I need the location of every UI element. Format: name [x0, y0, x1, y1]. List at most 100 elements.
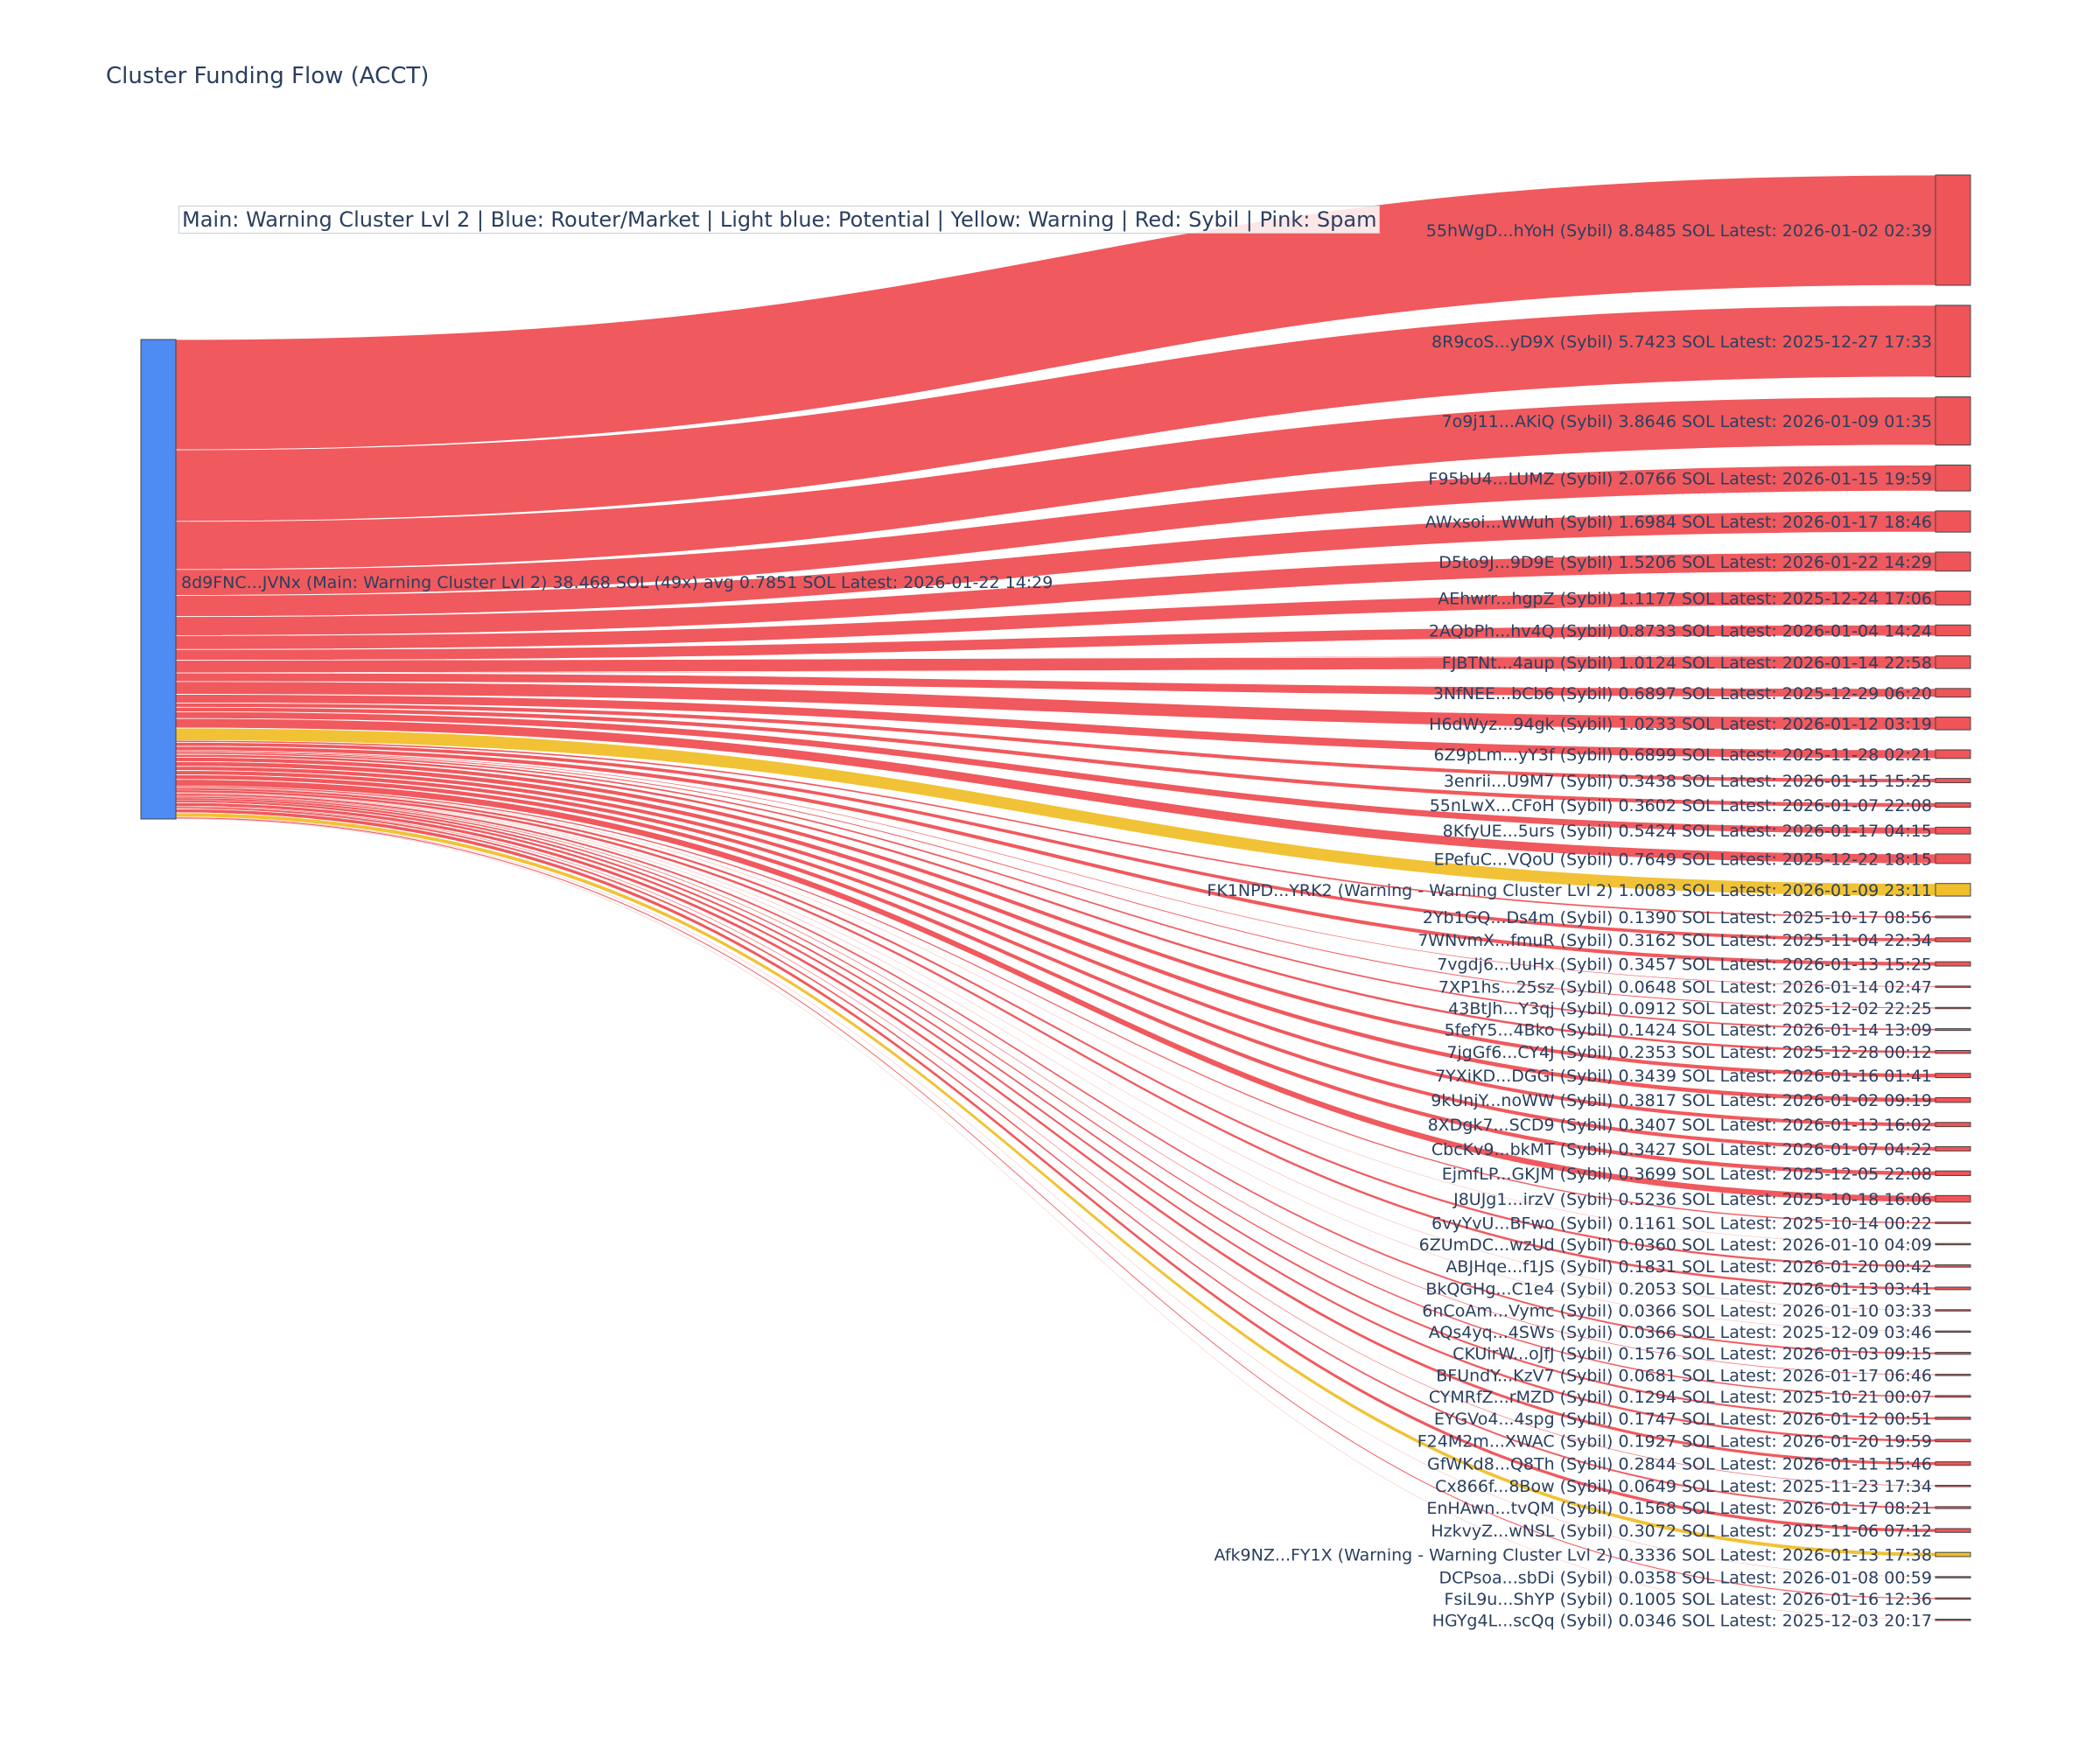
sankey-target-node[interactable]: [1935, 853, 1971, 864]
sankey-target-label: H6dWyz...94gk (Sybil) 1.0233 SOL Latest:…: [1429, 715, 1932, 734]
sankey-target-node[interactable]: [1935, 1122, 1971, 1128]
sankey-target-label: 7jgGf6...CY4J (Sybil) 0.2353 SOL Latest:…: [1446, 1043, 1932, 1062]
sankey-target-node[interactable]: [1935, 551, 1971, 572]
sankey-target-label: 55nLwX...CFoH (Sybil) 0.3602 SOL Latest:…: [1430, 796, 1932, 816]
sankey-target-label: 9kUnjY...noWW (Sybil) 0.3817 SOL Latest:…: [1431, 1091, 1932, 1110]
sankey-target-label: 6nCoAm...Vymc (Sybil) 0.0366 SOL Latest:…: [1422, 1302, 1932, 1321]
sankey-target-label: BFUndY...KzV7 (Sybil) 0.0681 SOL Latest:…: [1436, 1366, 1932, 1385]
sankey-target-node[interactable]: [1935, 688, 1971, 698]
sankey-target-label: D5to9J...9D9E (Sybil) 1.5206 SOL Latest:…: [1438, 553, 1932, 572]
sankey-target-label: F24M2m...XWAC (Sybil) 0.1927 SOL Latest:…: [1418, 1432, 1932, 1451]
sankey-target-label: 3NfNEE...bCb6 (Sybil) 0.6897 SOL Latest:…: [1433, 684, 1932, 704]
sankey-target-label: 8R9coS...yD9X (Sybil) 5.7423 SOL Latest:…: [1432, 332, 1932, 352]
sankey-target-node[interactable]: [1935, 961, 1971, 967]
sankey-target-node[interactable]: [1935, 655, 1971, 669]
sankey-target-node[interactable]: [1935, 778, 1971, 784]
sankey-nodes: [140, 174, 1971, 1621]
sankey-target-label: 8XDgk7...SCD9 (Sybil) 0.3407 SOL Latest:…: [1428, 1116, 1932, 1135]
sankey-target-node[interactable]: [1935, 1484, 1971, 1488]
sankey-target-label: 6ZUmDC...wzUd (Sybil) 0.0360 SOL Latest:…: [1419, 1236, 1932, 1255]
sankey-target-node[interactable]: [1935, 1438, 1971, 1443]
sankey-target-label: 7YXiKD...DGGi (Sybil) 0.3439 SOL Latest:…: [1435, 1067, 1932, 1086]
sankey-target-label: F95bU4...LUMZ (Sybil) 2.0766 SOL Latest:…: [1428, 469, 1932, 488]
sankey-target-label: HzkvyZ...wNSL (Sybil) 0.3072 SOL Latest:…: [1431, 1522, 1932, 1541]
sankey-target-node[interactable]: [1935, 826, 1971, 835]
sankey-target-node[interactable]: [1935, 510, 1971, 533]
sankey-target-node[interactable]: [1935, 1395, 1971, 1398]
sankey-target-node[interactable]: [1935, 937, 1971, 942]
sankey-target-node[interactable]: [1935, 1551, 1971, 1558]
sankey-target-node[interactable]: [1935, 1506, 1971, 1509]
sankey-source-node[interactable]: [140, 339, 177, 820]
sankey-target-label: FK1NPD...YRK2 (Warning - Warning Cluster…: [1207, 881, 1932, 900]
sankey-target-node[interactable]: [1935, 1330, 1971, 1334]
sankey-target-node[interactable]: [1935, 1028, 1971, 1032]
sankey-target-label: DCPsoa...sbDi (Sybil) 0.0358 SOL Latest:…: [1438, 1569, 1932, 1588]
sankey-target-node[interactable]: [1935, 802, 1971, 808]
sankey-target-label: Cx866f...8Bow (Sybil) 0.0649 SOL Latest:…: [1435, 1477, 1932, 1496]
sankey-target-label: CKUirW...oJfJ (Sybil) 0.1576 SOL Latest:…: [1452, 1345, 1932, 1364]
sankey-target-label: 7vgdj6...UuHx (Sybil) 0.3457 SOL Latest:…: [1437, 956, 1932, 975]
sankey-target-label: 2Yb1GQ...Ds4m (Sybil) 0.1390 SOL Latest:…: [1423, 908, 1932, 928]
sankey-target-node[interactable]: [1935, 1597, 1971, 1600]
sankey-target-node[interactable]: [1935, 590, 1971, 606]
sankey-target-label: 7XP1hs...25sz (Sybil) 0.0648 SOL Latest:…: [1438, 978, 1932, 998]
sankey-target-node[interactable]: [1935, 1528, 1971, 1533]
sankey-target-node[interactable]: [1935, 717, 1971, 731]
legend-note: Main: Warning Cluster Lvl 2 | Blue: Rout…: [178, 206, 1381, 234]
sankey-target-node[interactable]: [1935, 749, 1971, 760]
sankey-target-node[interactable]: [1935, 1222, 1971, 1224]
sankey-target-label: AEhwrr...hgpZ (Sybil) 1.1177 SOL Latest:…: [1438, 589, 1932, 608]
sankey-links: [175, 174, 1936, 1620]
sankey-target-node[interactable]: [1935, 1264, 1971, 1268]
sankey-target-label: ABJHqe...f1JS (Sybil) 0.1831 SOL Latest:…: [1446, 1257, 1932, 1277]
chart-title: Cluster Funding Flow (ACCT): [106, 63, 430, 89]
sankey-target-label: J8UJg1...irzV (Sybil) 0.5236 SOL Latest:…: [1452, 1190, 1932, 1209]
sankey-target-node[interactable]: [1935, 1194, 1971, 1203]
sankey-target-label: EPefuC...VQoU (Sybil) 0.7649 SOL Latest:…: [1434, 850, 1932, 869]
sankey-target-label: AQs4yq...4SWs (Sybil) 0.0366 SOL Latest:…: [1429, 1323, 1932, 1342]
sankey-target-node[interactable]: [1935, 1309, 1971, 1312]
sankey-target-label: BkQGHg...C1e4 (Sybil) 0.2053 SOL Latest:…: [1425, 1279, 1932, 1298]
sankey-target-label: 6vyYvU...BFwo (Sybil) 0.1161 SOL Latest:…: [1432, 1214, 1932, 1233]
sankey-target-node[interactable]: [1935, 1242, 1971, 1246]
sankey-target-node[interactable]: [1935, 174, 1971, 286]
sankey-target-node[interactable]: [1935, 464, 1971, 492]
sankey-target-node[interactable]: [1935, 1096, 1971, 1103]
sankey-target-node[interactable]: [1935, 1050, 1971, 1054]
sankey-target-label: FsiL9u...ShYP (Sybil) 0.1005 SOL Latest:…: [1445, 1590, 1932, 1609]
sankey-target-node[interactable]: [1935, 1170, 1971, 1176]
sankey-target-node[interactable]: [1935, 1619, 1971, 1621]
sankey-target-node[interactable]: [1935, 1006, 1971, 1010]
sankey-target-node[interactable]: [1935, 624, 1971, 637]
sankey-target-node[interactable]: [1935, 1461, 1971, 1466]
sankey-target-label: 43BtJh...Y3qj (Sybil) 0.0912 SOL Latest:…: [1448, 999, 1932, 1018]
sankey-target-label: 6Z9pLm...yY3f (Sybil) 0.6899 SOL Latest:…: [1434, 746, 1932, 765]
sankey-target-label: FJBTNt...4aup (Sybil) 1.0124 SOL Latest:…: [1442, 654, 1932, 673]
sankey-target-label: 5fefY5...4Bko (Sybil) 0.1424 SOL Latest:…: [1445, 1021, 1932, 1040]
sankey-target-label: AWxsoi...WWuh (Sybil) 1.6984 SOL Latest:…: [1425, 513, 1932, 532]
sankey-target-node[interactable]: [1935, 985, 1971, 988]
sankey-target-node[interactable]: [1935, 883, 1971, 897]
sankey-source-label: 8d9FNC...JVNx (Main: Warning Cluster Lvl…: [181, 573, 1053, 592]
sankey-target-label: CYMRfZ...rMZD (Sybil) 0.1294 SOL Latest:…: [1429, 1388, 1932, 1407]
sankey-target-node[interactable]: [1935, 915, 1971, 919]
sankey-target-label: EYGVo4...4spg (Sybil) 0.1747 SOL Latest:…: [1434, 1410, 1932, 1429]
sankey-target-node[interactable]: [1935, 1145, 1971, 1152]
sankey-target-node[interactable]: [1935, 1351, 1971, 1355]
sankey-target-node[interactable]: [1935, 1374, 1971, 1376]
sankey-target-label: GfWKd8...Q8Th (Sybil) 0.2844 SOL Latest:…: [1427, 1455, 1932, 1474]
sankey-target-node[interactable]: [1935, 1417, 1971, 1420]
sankey-target-label: 55hWgD...hYoH (Sybil) 8.8485 SOL Latest:…: [1426, 221, 1932, 241]
sankey-target-node[interactable]: [1935, 1286, 1971, 1291]
sankey-labels: 55hWgD...hYoH (Sybil) 8.8485 SOL Latest:…: [181, 221, 1932, 1630]
sankey-target-node[interactable]: [1935, 1576, 1971, 1578]
sankey-target-label: 3enrii...U9M7 (Sybil) 0.3438 SOL Latest:…: [1444, 772, 1932, 791]
sankey-target-node[interactable]: [1935, 1073, 1971, 1079]
sankey-target-label: Afk9NZ...FY1X (Warning - Warning Cluster…: [1214, 1546, 1932, 1565]
sankey-target-node[interactable]: [1935, 304, 1971, 378]
sankey-target-label: 7o9j11...AKiQ (Sybil) 3.8646 SOL Latest:…: [1442, 412, 1932, 431]
sankey-target-label: EnHAwn...tvQM (Sybil) 0.1568 SOL Latest:…: [1426, 1499, 1932, 1518]
sankey-target-node[interactable]: [1935, 396, 1971, 446]
